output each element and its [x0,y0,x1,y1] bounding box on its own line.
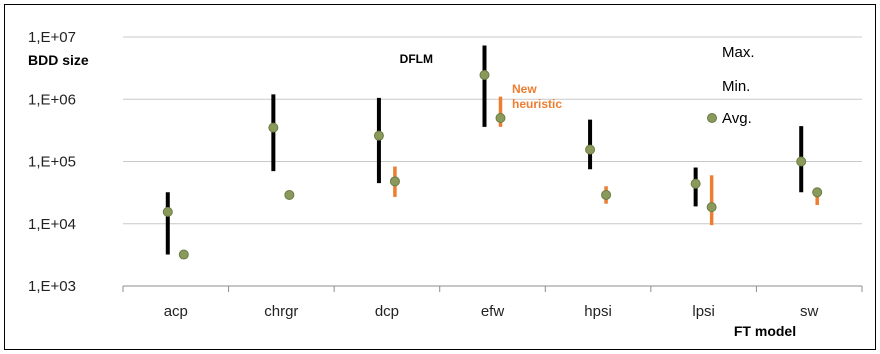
y-axis-ticks: 1,E+03 1,E+04 1,E+05 1,E+06 1,E+07 [28,29,76,295]
annotation-dflm: DFLM [400,52,433,66]
avg-marker-dflm [162,206,173,217]
legend-min-label: Min. [722,78,750,95]
x-tick-label: lpsi [692,303,715,320]
x-axis-ticks: acp chrgr dcp efw hpsi lpsi sw [122,286,863,320]
gridlines [123,36,862,287]
x-tick-label: chrgr [264,303,298,320]
avg-marker-dflm [479,70,490,81]
avg-marker-new-heuristic [178,249,189,260]
y-tick-label: 1,E+05 [28,154,76,171]
avg-marker-new-heuristic [706,202,717,213]
y-tick-label: 1,E+07 [28,29,76,46]
x-tick-label: dcp [375,303,399,320]
data-marks [162,45,823,260]
y-axis-title: BDD size [28,52,89,68]
x-axis-title: FT model [734,323,796,339]
avg-marker-dflm [796,156,807,167]
annotation-new-heuristic-line: heuristic [512,97,562,111]
y-tick-label: 1,E+03 [28,278,76,295]
annotation-new-heuristic: New heuristic [512,82,562,111]
y-tick-label: 1,E+06 [28,91,76,108]
chart-frame [4,4,876,350]
avg-marker-dflm [690,178,701,189]
x-tick-label: acp [164,303,188,320]
legend-avg-label: Avg. [722,110,752,127]
x-tick-label: hpsi [584,303,612,320]
x-tick-label: sw [800,303,819,320]
avg-marker-dflm [373,130,384,141]
legend-max-label: Max. [722,44,755,61]
avg-marker-new-heuristic [284,189,295,200]
avg-marker-dflm [585,144,596,155]
legend-avg-marker [707,113,717,123]
avg-marker-new-heuristic [495,112,506,123]
x-tick-label: efw [481,303,505,320]
avg-marker-new-heuristic [812,187,823,198]
avg-marker-new-heuristic [601,189,612,200]
y-tick-label: 1,E+04 [28,216,76,233]
avg-marker-new-heuristic [389,176,400,187]
annotation-new-heuristic-line: New [512,82,537,96]
avg-marker-dflm [268,122,279,133]
legend: Max. Min. Avg. [707,44,755,127]
